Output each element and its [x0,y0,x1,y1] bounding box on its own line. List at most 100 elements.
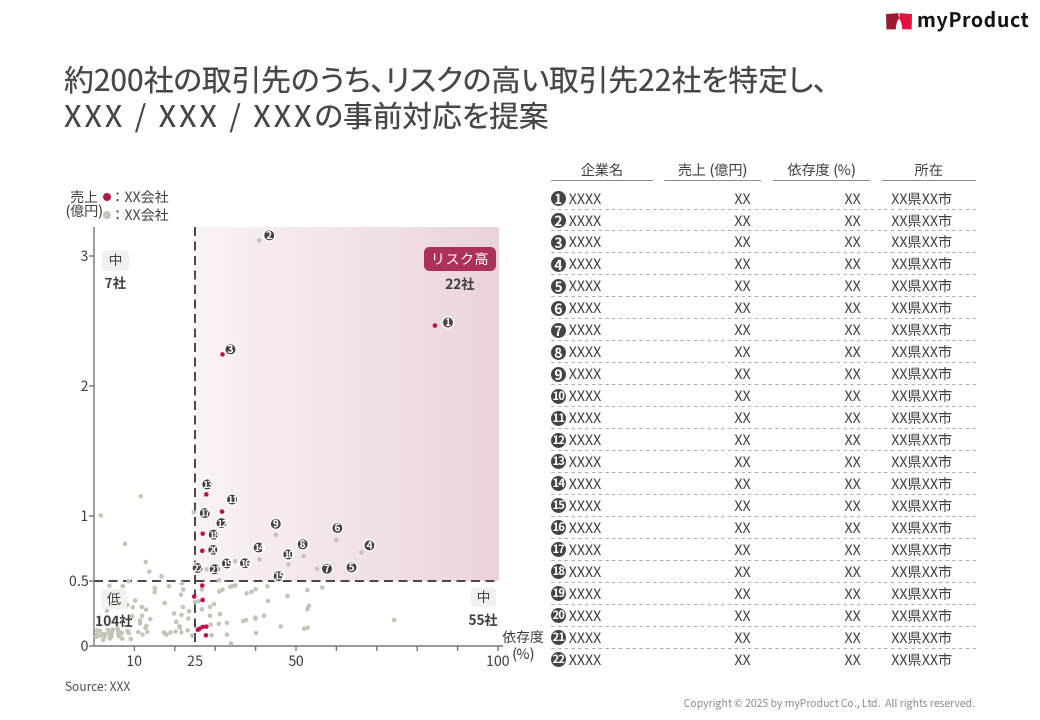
risk-number-badge-4 [363,539,376,552]
risk-number-badge-10 [281,548,295,561]
company-dot-gray [189,633,195,638]
cell-company-name: 15 XXXX [550,496,653,516]
cell-sales: XX [734,539,751,560]
company-dot-gray [152,585,158,591]
company-dot-gray [209,632,214,638]
table-row-20: 20 XXXX XX XX XX県XX市 [550,605,976,627]
quadrant-label-bottom-right: 中 [471,586,496,607]
risk-number-text-17: 17 [200,506,210,520]
risk-number-badge-15 [272,569,285,583]
risk-number-badge-3 [224,343,237,356]
company-dot-red [200,597,205,603]
x-tick-label: 50 [288,651,304,671]
company-name-value: XXXX [568,517,602,538]
cell-dependency: XX [844,517,861,538]
risk-dot-14 [257,557,262,562]
header-sales: 売上 (億円) [663,160,762,182]
risk-dot-4 [359,550,364,555]
risk-number-badge-13 [200,478,214,491]
quadrant-count-bottom-left: 104社 [95,610,133,630]
cell-sales: XX [734,495,751,516]
company-dot-gray [180,604,186,610]
company-dot-gray [261,613,267,619]
risk-number-badge-20 [206,543,220,557]
risk-region [195,227,499,581]
risk-dot-3 [220,352,225,357]
y-tick-label: 0.5 [69,571,89,591]
company-dot-gray [391,617,397,623]
cell-dependency: XX [844,539,861,560]
table-row-15: 15 XXXX XX XX XX県XX市 [550,495,976,517]
company-dot-gray [211,601,217,607]
risk-dot-18 [200,531,205,536]
row-number-badge: 9 [550,366,566,382]
risk-number-text-8: 8 [300,536,306,551]
company-dot-gray [253,616,258,621]
risk-number-badge-7 [320,562,334,576]
risk-number-text-3: 3 [227,341,233,356]
company-dot-gray [130,604,136,610]
company-dot-gray [207,604,213,610]
company-name-value: XXXX [568,408,602,429]
company-dot-gray [107,583,112,589]
company-dot-gray [136,629,141,635]
table-row-6: 6 XXXX XX XX XX県XX市 [550,297,976,320]
x-axis-title: 依存度 (%) [501,629,545,662]
row-number-badge: 20 [550,607,566,624]
table-row-18: 18 XXXX XX XX XX県XX市 [550,561,976,583]
table-row-10: 10 XXXX XX XX XX県XX市 [550,385,976,408]
cell-dependency: XX [844,649,861,670]
cell-location: XX県XX市 [891,583,953,604]
company-dot-gray [216,578,222,583]
company-dot-gray [199,606,205,612]
risk-dot-7 [314,566,320,572]
row-number-badge: 13 [550,453,566,470]
company-dot-gray [164,632,169,637]
risk-number-text-11: 11 [228,492,237,506]
cell-sales: XX [734,254,751,275]
company-dot-gray [179,612,184,618]
company-dot-gray [122,541,128,547]
cell-sales: XX [734,364,751,385]
table-row-4: 4 XXXX XX XX XX県XX市 [550,253,976,276]
cell-dependency: XX [844,276,861,297]
company-name-value: XXXX [568,561,602,582]
risk-number-badge-8 [296,537,310,551]
cell-location: XX県XX市 [891,539,953,560]
risk-number-text-2: 2 [266,227,272,242]
y-tick-label: 0 [81,636,89,656]
company-dot-gray [143,559,149,565]
table-body: 1 XXXX XX XX XX県XX市 2 XXXX XX XX XX県XX市 3 XXXX XX XX X… [550,188,976,671]
x-tick-label: 10 [127,651,143,671]
company-dot-gray [107,634,113,640]
cell-dependency: XX [844,583,861,604]
cell-sales: XX [734,276,751,297]
company-dot-gray [126,578,132,584]
company-dot-red [199,583,205,588]
company-dot-gray [178,592,184,597]
legend-item-red: ：XX会社 [102,187,169,207]
cell-dependency: XX [844,364,861,385]
table-row-5: 5 XXXX XX XX XX県XX市 [550,275,976,298]
cell-company-name: 9 XXXX [550,364,653,384]
cell-dependency: XX [844,451,861,472]
header-location: 所在 [881,160,976,182]
company-dot-red [203,633,209,638]
row-number-badge: 14 [550,475,566,492]
company-dot-gray [305,606,310,612]
company-name-value: XXXX [568,320,602,341]
company-dot-gray [115,625,120,631]
risk-number-badge-11 [225,493,239,506]
row-number-badge: 6 [550,300,566,316]
company-dot-gray [132,598,138,603]
row-number-badge: 3 [550,234,566,250]
page-title: 約200社の取引先のうち、リスクの高い取引先22社を特定し、 XXX / XXX… [64,55,828,133]
title-line-1: 約200社の取引先のうち、リスクの高い取引先22社を特定し、 [64,55,828,100]
cell-dependency: XX [844,605,861,626]
quadrant-count-bottom-right: 55社 [468,609,498,629]
table-row-12: 12 XXXX XX XX XX県XX市 [550,429,976,451]
company-dot-gray [159,574,164,579]
cell-sales: XX [734,188,751,209]
row-number-badge: 2 [550,212,566,228]
company-dot-gray [168,630,173,635]
